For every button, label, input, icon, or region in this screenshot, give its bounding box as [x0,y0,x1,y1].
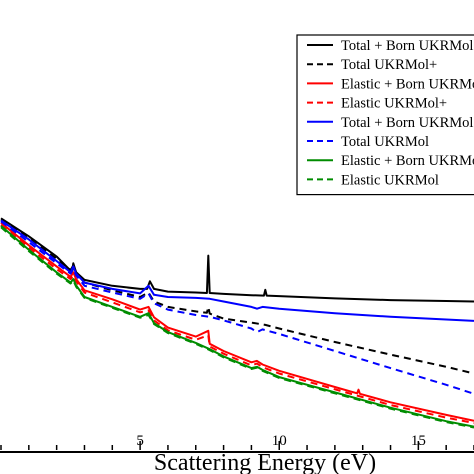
series-line-2 [0,218,474,375]
legend-label-8: Elastic UKRMol [341,172,439,188]
x-tick-label-15: 15 [411,433,426,449]
plot-area-frame [0,451,474,453]
series-line-6 [0,220,474,395]
legend-label-6: Total UKRMol [341,134,429,150]
series-line-4 [0,224,474,424]
legend-label-3: Elastic + Born UKRMol+ [341,76,474,92]
x-tick-label-5: 5 [136,433,144,449]
ticks-layer: 5 10 15 [0,433,474,450]
legend-label-1: Total + Born UKRMol+ [341,38,474,54]
legend-label-4: Elastic UKRMol+ [341,96,447,112]
legend-label-2: Total UKRMol+ [341,57,437,73]
series-line-5 [0,219,474,322]
series-layer [0,217,474,429]
legend-label-7: Elastic + Born UKRMol [341,153,474,169]
series-line-8 [0,226,474,429]
series-line-3 [0,222,474,422]
x-tick-label-10: 10 [272,433,287,449]
series-line-7 [0,225,474,428]
x-axis-title: Scattering Energy (eV) [154,450,376,474]
legend: Total + Born UKRMol+ Total UKRMol+ Elastic… [296,34,474,196]
legend-label-5: Total + Born UKRMol [341,115,473,131]
legend-box [296,34,474,196]
series-line-1 [0,217,474,303]
